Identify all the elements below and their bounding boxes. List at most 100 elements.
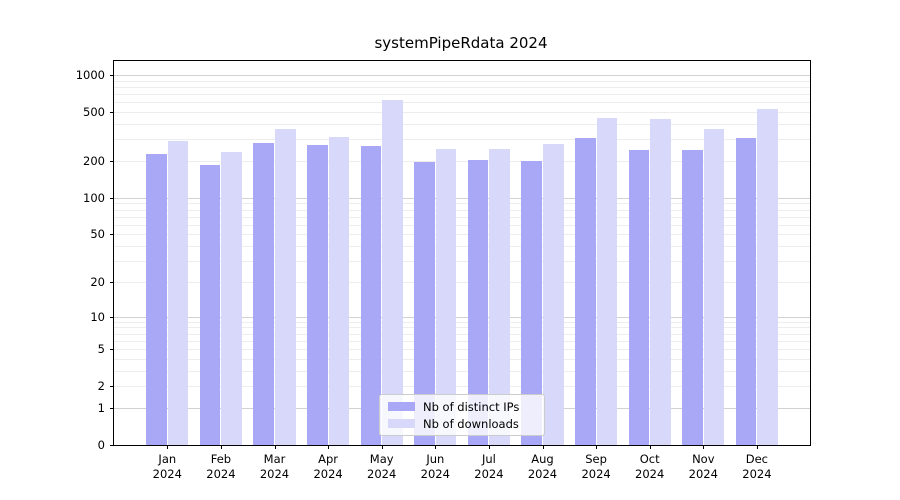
bar-distinct-ips-nov xyxy=(682,150,703,445)
gridline-minor xyxy=(114,261,810,263)
y-tick-mark xyxy=(110,160,114,162)
gridline-minor xyxy=(114,209,810,211)
y-tick-mark xyxy=(110,74,114,76)
x-tick-label-sep: Sep 2024 xyxy=(581,452,611,481)
bar-downloads-nov xyxy=(703,128,725,445)
x-tick-label-jan: Jan 2024 xyxy=(152,452,182,481)
y-tick-label: 2 xyxy=(97,379,105,394)
gridline-minor xyxy=(114,386,810,388)
bar-distinct-ips-jul xyxy=(467,160,489,445)
x-tick-mark xyxy=(220,445,222,449)
y-tick-label: 1000 xyxy=(75,67,105,82)
x-tick-label-jul: Jul 2024 xyxy=(474,452,504,481)
legend-item-distinct-ips: Nb of distinct IPs xyxy=(388,401,536,413)
gridline-minor xyxy=(114,234,810,236)
bar-distinct-ips-jun xyxy=(414,162,435,445)
legend-item-downloads: Nb of downloads xyxy=(388,418,536,430)
x-tick-label-feb: Feb 2024 xyxy=(206,452,236,481)
y-tick-label: 100 xyxy=(83,190,105,205)
bar-downloads-jul xyxy=(489,149,510,445)
bar-downloads-oct xyxy=(650,119,671,445)
gridline-major xyxy=(114,197,810,199)
gridline-minor xyxy=(114,80,810,82)
y-tick-mark xyxy=(110,197,114,199)
gridline-minor xyxy=(114,358,810,360)
legend-swatch-downloads xyxy=(388,419,415,428)
y-tick-mark xyxy=(110,112,114,114)
bar-distinct-ips-mar xyxy=(253,143,274,445)
x-tick-mark xyxy=(756,445,758,449)
bar-distinct-ips-aug xyxy=(521,160,542,445)
y-tick-label: 20 xyxy=(90,274,105,289)
gridline-minor xyxy=(114,321,810,323)
plot-area: 1000 500 200 100 50 20 10 5 2 1 0 Jan 2024 Feb 2024 M… xyxy=(76,60,811,481)
x-tick-mark xyxy=(274,445,276,449)
x-tick-mark xyxy=(542,445,544,449)
x-tick-mark xyxy=(488,445,490,449)
y-tick-mark xyxy=(110,234,114,236)
gridline-minor xyxy=(114,281,810,283)
gridline-minor xyxy=(114,203,810,205)
y-tick-label: 500 xyxy=(83,105,105,120)
y-tick-mark xyxy=(110,281,114,283)
x-tick-label-apr: Apr 2024 xyxy=(313,452,343,481)
x-tick-label-dec: Dec 2024 xyxy=(742,452,772,481)
gridline-minor xyxy=(114,102,810,104)
gridline-minor xyxy=(114,333,810,335)
y-tick-label: 50 xyxy=(90,227,105,242)
gridline-minor xyxy=(114,327,810,329)
x-tick-mark xyxy=(167,445,169,449)
gridline-minor xyxy=(114,349,810,351)
bar-downloads-jan xyxy=(167,141,189,445)
y-tick-mark xyxy=(110,316,114,318)
gridline-minor xyxy=(114,224,810,226)
legend-label-distinct-ips: Nb of distinct IPs xyxy=(423,399,520,414)
bar-downloads-aug xyxy=(543,143,564,445)
x-tick-label-oct: Oct 2024 xyxy=(635,452,665,481)
y-tick-label: 200 xyxy=(83,153,105,168)
x-tick-label-may: May 2024 xyxy=(367,452,397,481)
gridline-minor xyxy=(114,123,810,125)
chart-title: systemPipeRdata 2024 xyxy=(374,34,548,52)
x-tick-label-nov: Nov 2024 xyxy=(688,452,718,481)
gridline-minor xyxy=(114,246,810,248)
gridline-minor xyxy=(114,340,810,342)
y-tick-label: 10 xyxy=(90,309,105,324)
x-tick-label-aug: Aug 2024 xyxy=(527,452,558,481)
bar-downloads-apr xyxy=(328,137,350,445)
gridline-minor xyxy=(114,112,810,114)
legend-label-downloads: Nb of downloads xyxy=(423,416,519,431)
bar-downloads-mar xyxy=(275,129,296,445)
x-tick-mark xyxy=(649,445,651,449)
x-tick-mark xyxy=(703,445,705,449)
bar-distinct-ips-apr xyxy=(307,145,328,445)
bar-downloads-feb xyxy=(221,152,242,445)
x-tick-mark xyxy=(596,445,598,449)
x-tick-label-jun: Jun 2024 xyxy=(420,452,450,481)
x-tick-mark xyxy=(381,445,383,449)
bar-distinct-ips-dec xyxy=(735,138,757,445)
bar-distinct-ips-jan xyxy=(146,153,167,445)
gridline-minor xyxy=(114,370,810,372)
bar-downloads-sep xyxy=(596,118,618,445)
gridline-minor xyxy=(114,86,810,88)
y-tick-mark xyxy=(110,407,114,409)
y-tick-mark xyxy=(110,386,114,388)
y-tick-label: 0 xyxy=(97,438,105,452)
bar-distinct-ips-oct xyxy=(628,149,650,445)
bar-downloads-dec xyxy=(757,108,778,445)
y-tick-label: 1 xyxy=(97,400,105,415)
bar-distinct-ips-feb xyxy=(199,164,221,445)
bar-distinct-ips-sep xyxy=(575,138,596,445)
bar-downloads-jun xyxy=(435,148,457,445)
x-tick-label-mar: Mar 2024 xyxy=(259,452,290,481)
gridline-minor xyxy=(114,94,810,96)
gridline-minor xyxy=(114,160,810,162)
gridline-minor xyxy=(114,216,810,218)
bar-distinct-ips-may xyxy=(360,145,382,445)
gridline-major xyxy=(114,74,810,76)
legend: Nb of distinct IPs Nb of downloads xyxy=(379,394,545,436)
bar-downloads-may xyxy=(382,100,403,445)
x-tick-mark xyxy=(328,445,330,449)
